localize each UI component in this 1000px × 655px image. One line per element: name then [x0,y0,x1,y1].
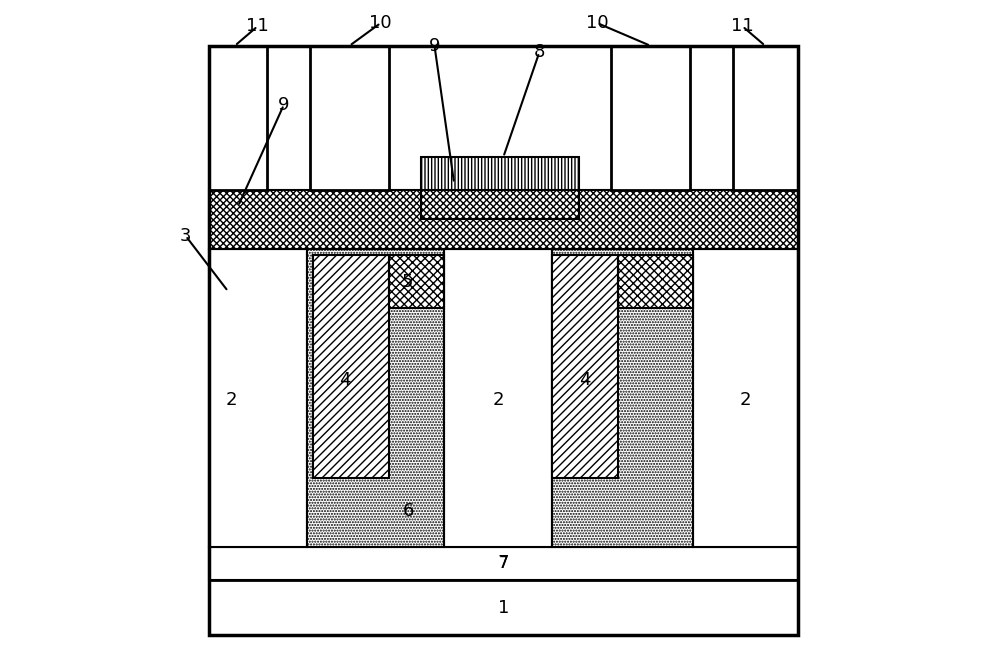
Bar [209,580,798,635]
Bar [421,157,579,190]
Bar [389,255,444,308]
Bar [444,249,552,547]
Text: 5: 5 [401,272,413,291]
Bar [313,255,389,478]
Bar [209,547,798,580]
Bar [693,249,798,547]
Bar [209,249,307,547]
Text: 7: 7 [498,554,509,572]
Bar [310,46,389,190]
Text: 2: 2 [740,390,751,409]
Text: 9: 9 [278,96,290,114]
Bar [618,255,693,308]
Text: 1: 1 [498,599,509,617]
Bar [209,46,267,190]
Text: 4: 4 [339,371,351,389]
Bar [421,190,579,219]
Text: 4: 4 [579,371,591,389]
Bar [209,190,798,249]
Bar [552,255,618,478]
Bar [209,46,798,635]
Text: 3: 3 [180,227,191,245]
Text: 6: 6 [403,502,414,520]
Text: 8: 8 [534,43,545,62]
Bar [611,46,690,190]
Text: 2: 2 [226,390,237,409]
Bar [307,249,444,547]
Text: 10: 10 [586,14,608,32]
Text: 11: 11 [731,17,754,35]
Text: 2: 2 [492,390,504,409]
Bar [552,249,693,547]
Text: 9: 9 [429,37,440,55]
Text: 7: 7 [498,556,508,571]
Bar [733,46,798,190]
Text: 11: 11 [246,17,269,35]
Text: 10: 10 [369,14,392,32]
